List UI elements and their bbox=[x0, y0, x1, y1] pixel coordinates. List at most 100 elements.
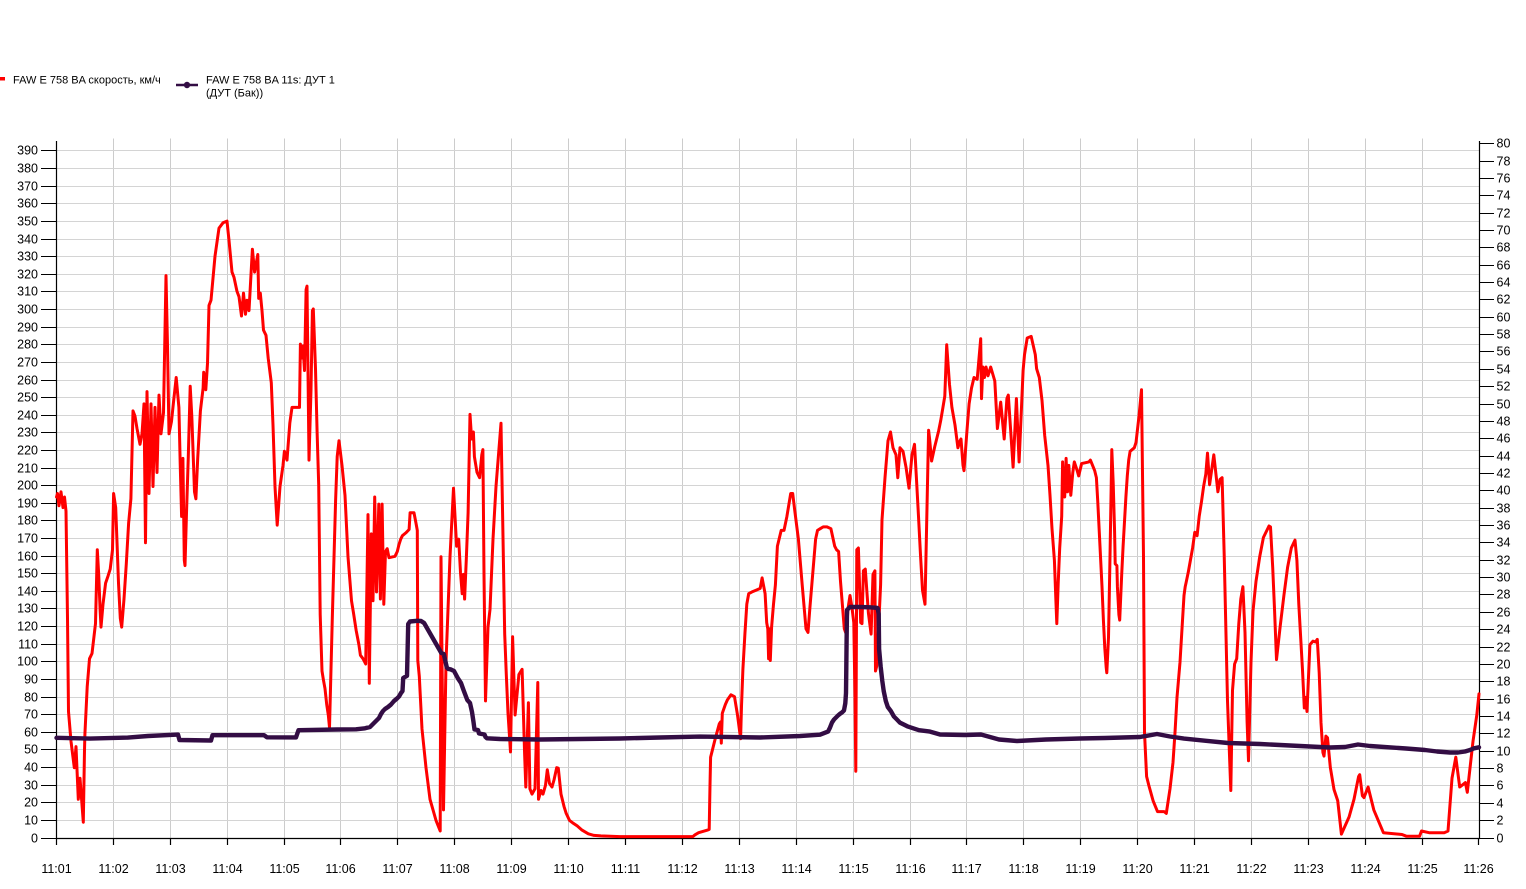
svg-text:10: 10 bbox=[1497, 745, 1511, 759]
svg-text:320: 320 bbox=[17, 268, 38, 282]
svg-text:FAW E 758 BA скорость, км/ч: FAW E 758 BA скорость, км/ч bbox=[13, 75, 161, 87]
svg-text:70: 70 bbox=[24, 708, 38, 722]
svg-text:72: 72 bbox=[1497, 207, 1511, 221]
svg-text:11:25: 11:25 bbox=[1407, 862, 1437, 876]
svg-text:210: 210 bbox=[17, 462, 38, 476]
svg-text:22: 22 bbox=[1497, 641, 1511, 655]
svg-text:44: 44 bbox=[1497, 450, 1511, 464]
svg-text:220: 220 bbox=[17, 444, 38, 458]
svg-text:62: 62 bbox=[1497, 293, 1511, 307]
svg-text:46: 46 bbox=[1497, 432, 1511, 446]
svg-text:11:02: 11:02 bbox=[98, 862, 128, 876]
svg-text:38: 38 bbox=[1497, 502, 1511, 516]
svg-text:14: 14 bbox=[1497, 710, 1511, 724]
svg-text:10: 10 bbox=[24, 814, 38, 828]
svg-text:340: 340 bbox=[17, 233, 38, 247]
svg-text:18: 18 bbox=[1497, 675, 1511, 689]
svg-text:11:03: 11:03 bbox=[155, 862, 185, 876]
svg-text:40: 40 bbox=[1497, 484, 1511, 498]
svg-text:360: 360 bbox=[17, 197, 38, 211]
svg-text:370: 370 bbox=[17, 180, 38, 194]
svg-text:11:26: 11:26 bbox=[1463, 862, 1493, 876]
svg-text:230: 230 bbox=[17, 426, 38, 440]
svg-text:24: 24 bbox=[1497, 623, 1511, 637]
svg-text:380: 380 bbox=[17, 162, 38, 176]
svg-text:28: 28 bbox=[1497, 588, 1511, 602]
svg-text:130: 130 bbox=[17, 602, 38, 616]
svg-text:48: 48 bbox=[1497, 415, 1511, 429]
svg-text:74: 74 bbox=[1497, 189, 1511, 203]
svg-text:80: 80 bbox=[1497, 137, 1511, 151]
svg-text:100: 100 bbox=[17, 655, 38, 669]
svg-text:11:07: 11:07 bbox=[382, 862, 412, 876]
svg-text:250: 250 bbox=[17, 391, 38, 405]
svg-text:11:04: 11:04 bbox=[212, 862, 242, 876]
svg-text:140: 140 bbox=[17, 585, 38, 599]
svg-text:42: 42 bbox=[1497, 467, 1511, 481]
svg-text:150: 150 bbox=[17, 567, 38, 581]
svg-text:310: 310 bbox=[17, 285, 38, 299]
svg-text:34: 34 bbox=[1497, 536, 1511, 550]
svg-text:16: 16 bbox=[1497, 693, 1511, 707]
svg-text:11:13: 11:13 bbox=[724, 862, 754, 876]
svg-text:30: 30 bbox=[24, 779, 38, 793]
svg-text:11:21: 11:21 bbox=[1179, 862, 1209, 876]
svg-text:54: 54 bbox=[1497, 363, 1511, 377]
svg-text:300: 300 bbox=[17, 303, 38, 317]
svg-text:330: 330 bbox=[17, 250, 38, 264]
svg-text:26: 26 bbox=[1497, 606, 1511, 620]
svg-text:120: 120 bbox=[17, 620, 38, 634]
svg-text:11:19: 11:19 bbox=[1065, 862, 1095, 876]
svg-text:11:15: 11:15 bbox=[838, 862, 868, 876]
svg-text:0: 0 bbox=[1497, 832, 1504, 846]
svg-text:110: 110 bbox=[18, 638, 38, 652]
svg-text:11:12: 11:12 bbox=[667, 862, 697, 876]
svg-text:11:01: 11:01 bbox=[41, 862, 71, 876]
svg-text:11:08: 11:08 bbox=[439, 862, 469, 876]
svg-text:8: 8 bbox=[1497, 762, 1504, 776]
svg-text:11:18: 11:18 bbox=[1008, 862, 1038, 876]
svg-text:68: 68 bbox=[1497, 241, 1511, 255]
svg-text:190: 190 bbox=[17, 497, 38, 511]
svg-text:11:11: 11:11 bbox=[611, 862, 640, 876]
svg-text:76: 76 bbox=[1497, 172, 1511, 186]
svg-text:11:06: 11:06 bbox=[325, 862, 355, 876]
svg-text:36: 36 bbox=[1497, 519, 1511, 533]
svg-text:0: 0 bbox=[31, 832, 38, 846]
svg-text:11:20: 11:20 bbox=[1122, 862, 1152, 876]
svg-text:12: 12 bbox=[1497, 727, 1511, 741]
svg-text:11:16: 11:16 bbox=[895, 862, 925, 876]
svg-text:58: 58 bbox=[1497, 328, 1511, 342]
svg-text:280: 280 bbox=[17, 338, 38, 352]
svg-text:260: 260 bbox=[17, 374, 38, 388]
svg-text:11:05: 11:05 bbox=[269, 862, 299, 876]
svg-text:80: 80 bbox=[24, 691, 38, 705]
svg-text:32: 32 bbox=[1497, 554, 1511, 568]
svg-text:(ДУТ (Бак)): (ДУТ (Бак)) bbox=[206, 88, 263, 100]
svg-text:70: 70 bbox=[1497, 224, 1511, 238]
svg-text:350: 350 bbox=[17, 215, 38, 229]
svg-text:2: 2 bbox=[1497, 814, 1504, 828]
svg-text:390: 390 bbox=[17, 144, 38, 158]
svg-text:6: 6 bbox=[1497, 779, 1504, 793]
svg-text:11:14: 11:14 bbox=[781, 862, 811, 876]
svg-text:11:17: 11:17 bbox=[951, 862, 981, 876]
svg-text:90: 90 bbox=[24, 673, 38, 687]
svg-text:30: 30 bbox=[1497, 571, 1511, 585]
svg-text:50: 50 bbox=[24, 743, 38, 757]
svg-text:170: 170 bbox=[17, 532, 38, 546]
svg-text:11:22: 11:22 bbox=[1236, 862, 1266, 876]
svg-text:64: 64 bbox=[1497, 276, 1511, 290]
svg-text:11:23: 11:23 bbox=[1293, 862, 1323, 876]
svg-text:20: 20 bbox=[1497, 658, 1511, 672]
svg-text:11:24: 11:24 bbox=[1350, 862, 1380, 876]
svg-text:40: 40 bbox=[24, 761, 38, 775]
svg-text:200: 200 bbox=[17, 479, 38, 493]
svg-text:78: 78 bbox=[1497, 155, 1511, 169]
svg-text:66: 66 bbox=[1497, 259, 1511, 273]
svg-text:160: 160 bbox=[17, 550, 38, 564]
svg-text:180: 180 bbox=[17, 514, 38, 528]
svg-text:60: 60 bbox=[24, 726, 38, 740]
svg-text:4: 4 bbox=[1497, 797, 1504, 811]
svg-text:11:10: 11:10 bbox=[553, 862, 583, 876]
